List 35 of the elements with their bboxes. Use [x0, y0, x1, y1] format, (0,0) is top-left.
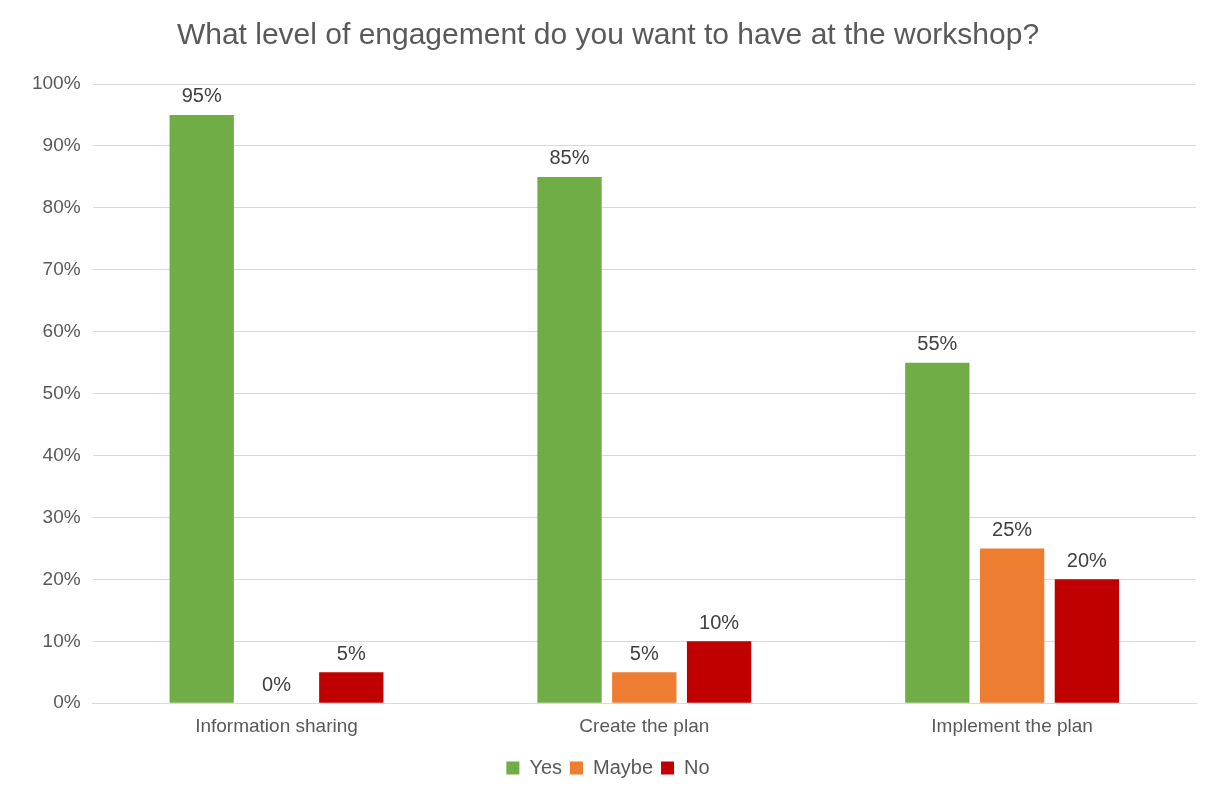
- legend-label: Maybe: [593, 755, 654, 778]
- data-label: 25%: [992, 517, 1033, 540]
- legend-label: Yes: [529, 755, 563, 778]
- y-tick-label: 30%: [42, 505, 81, 527]
- y-tick-label: 40%: [42, 443, 81, 465]
- data-label: 55%: [917, 332, 958, 355]
- bar: [686, 641, 752, 703]
- y-tick-label: 100%: [31, 72, 81, 94]
- bar: [905, 362, 970, 703]
- bar: [319, 672, 384, 703]
- bar: [537, 176, 602, 703]
- data-label: 95%: [181, 84, 222, 107]
- bar: [612, 672, 677, 703]
- bar: [979, 548, 1045, 703]
- data-label: 5%: [336, 641, 366, 664]
- x-tick-label: Implement the plan: [931, 714, 1093, 736]
- chart-title: What level of engagement do you want to have at the workshop?: [176, 17, 1040, 51]
- data-label: 0%: [262, 672, 292, 695]
- y-tick-label: 0%: [53, 691, 81, 713]
- data-label: 85%: [549, 146, 590, 169]
- y-tick-label: 90%: [42, 134, 81, 156]
- x-tick-label: Create the plan: [579, 714, 710, 736]
- y-tick-label: 20%: [42, 567, 81, 589]
- bar: [169, 114, 234, 703]
- y-tick-label: 80%: [42, 196, 81, 218]
- data-label: 20%: [1066, 548, 1108, 571]
- x-tick-label: Information sharing: [195, 714, 358, 736]
- y-tick-label: 70%: [42, 257, 81, 279]
- y-tick-label: 50%: [42, 381, 81, 403]
- bar: [1054, 579, 1120, 703]
- y-tick-label: 60%: [42, 319, 81, 341]
- y-tick-label: 10%: [42, 629, 81, 651]
- legend-label: No: [684, 755, 710, 778]
- data-label: 5%: [629, 641, 659, 664]
- data-label: 10%: [699, 610, 740, 633]
